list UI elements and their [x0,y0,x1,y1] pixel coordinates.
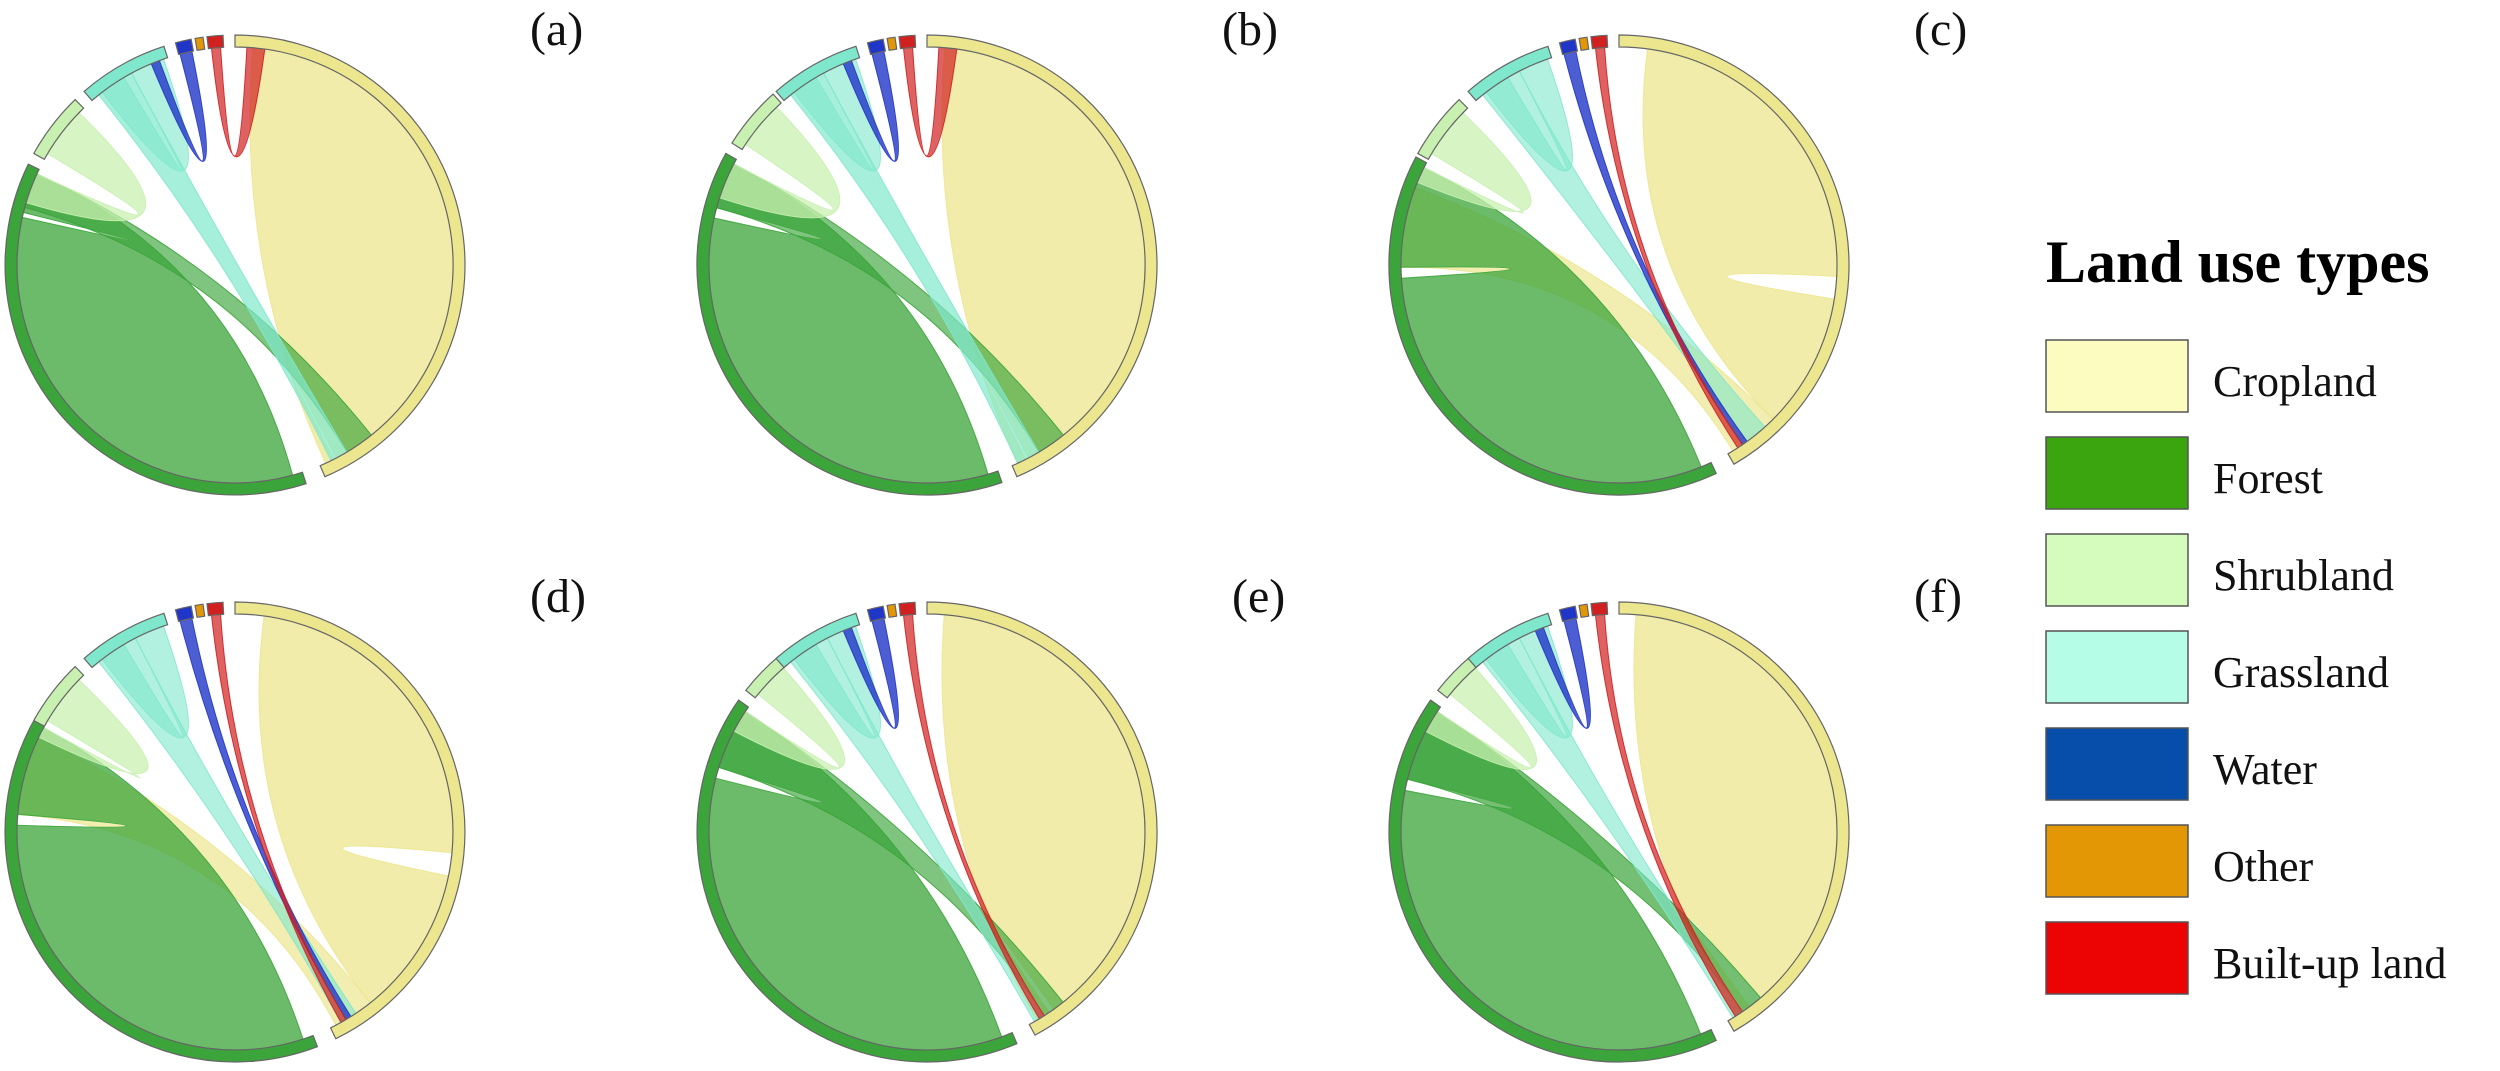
sector-arc-grassland [1467,612,1553,669]
sector-arc-cropland [234,34,466,478]
sector-arc-forest [1388,699,1717,1063]
sector-arc-other [1578,36,1590,51]
sector-arc-other [194,603,206,618]
chord-ribbon-cropland-to-cropland [249,47,454,464]
sector-arc-cropland [926,601,1158,1036]
sector-arc-cropland [926,34,1158,478]
sector-arc-builtup [1590,34,1609,50]
sector-arc-other [1578,603,1590,618]
legend-label-cropland: Cropland [2213,357,2377,406]
legend: Land use types Cropland Forest Shrubland… [2045,229,2446,995]
legend-swatch-cropland [2045,339,2189,413]
legend-label-water: Water [2213,745,2317,794]
sector-arc-cropland [1618,34,1850,466]
sector-arc-other [886,36,898,51]
legend-swatch-builtup [2045,921,2189,995]
sector-arc-grassland [775,45,861,102]
sector-arc-grassland [1467,45,1553,102]
legend-label-builtup: Built-up land [2213,939,2446,988]
panel-label-b: (b) [1222,3,1278,56]
sector-arc-grassland [83,612,169,669]
sector-arc-cropland [1618,601,1850,1033]
legend-swatch-water [2045,727,2189,801]
panel-label-c: (c) [1914,3,1967,56]
panel-label-e: (e) [1232,570,1285,623]
chord-diagram-d [4,601,466,1063]
legend-label-other: Other [2213,842,2314,891]
legend-title: Land use types [2046,229,2429,295]
panel-label-a: (a) [530,3,583,56]
sector-arc-builtup [898,601,917,617]
sector-arc-cropland [234,601,466,1040]
legend-swatch-shrubland [2045,533,2189,607]
sector-arc-water [1558,605,1579,623]
sector-arc-builtup [206,34,225,50]
sector-arc-shrubland [1416,98,1469,161]
sector-arc-water [866,38,887,56]
sector-arc-forest [4,163,307,496]
sector-arc-builtup [206,601,225,617]
sector-arc-other [886,603,898,618]
legend-label-shrubland: Shrubland [2213,551,2394,600]
chord-diagram-e [696,601,1158,1063]
legend-label-grassland: Grassland [2213,648,2389,697]
panel-labels: (a) (b) (c) (d) (e) (f) [530,3,1967,623]
chord-diagram-f [1388,601,1850,1063]
sector-arc-builtup [898,34,917,50]
sector-arc-water [174,605,195,623]
sector-arc-shrubland [32,665,85,728]
legend-swatch-forest [2045,436,2189,510]
sector-arc-shrubland [731,93,782,151]
chord-diagram-a [4,34,466,496]
sector-arc-water [174,38,195,56]
legend-label-forest: Forest [2213,454,2323,503]
sector-arc-grassland [775,612,861,669]
sector-arc-builtup [1590,601,1609,617]
panel-label-d: (d) [530,570,586,623]
sector-arc-forest [1388,156,1717,496]
chord-diagram-b [696,34,1158,496]
chord-ribbon-cropland-to-cropland [941,47,1146,464]
sector-arc-shrubland [32,98,85,161]
chord-diagrams [4,34,1850,1063]
sector-arc-forest [696,699,1018,1063]
sector-arc-forest [696,152,1003,496]
chord-diagram-c [1388,34,1850,496]
sector-arc-grassland [83,45,169,102]
sector-arc-other [194,36,206,51]
legend-swatch-other [2045,824,2189,898]
panel-label-f: (f) [1914,570,1962,623]
sector-arc-water [866,605,887,623]
legend-swatch-grassland [2045,630,2189,704]
sector-arc-water [1558,38,1579,56]
